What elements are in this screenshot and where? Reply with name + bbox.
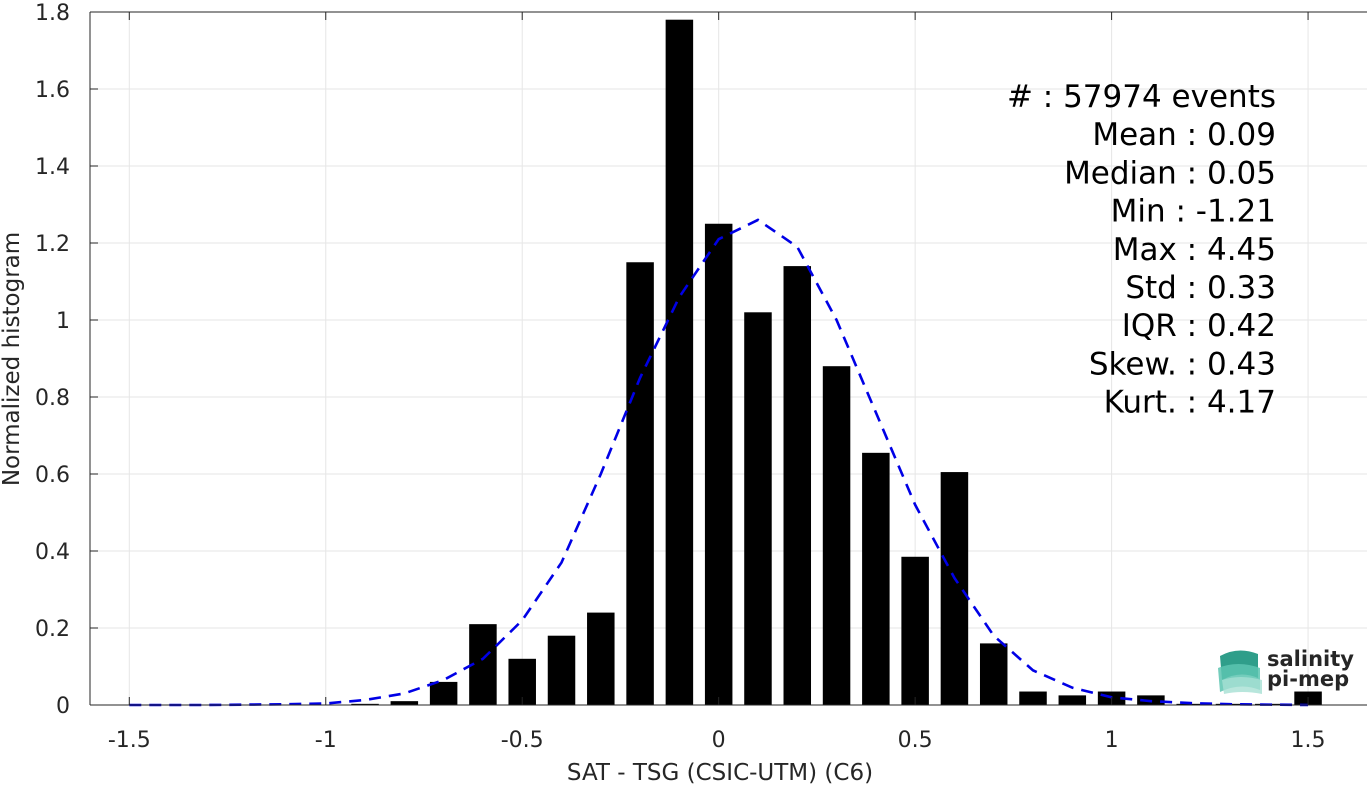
histogram-bar [979, 643, 1008, 705]
histogram-bar [390, 701, 419, 705]
logo-wave-icon [1218, 650, 1262, 694]
y-axis-label: Normalized histogram [0, 232, 25, 486]
histogram-bar [547, 635, 576, 705]
histogram-bar [744, 312, 772, 705]
x-tick-label: 1 [1105, 728, 1119, 753]
y-tick-label: 0.4 [35, 540, 70, 565]
y-tick-label: 0 [56, 694, 70, 719]
histogram-bar [940, 472, 969, 705]
stats-line: Std : 0.33 [1125, 270, 1276, 306]
tick-labels: -1.5 -1 -0.5 0 0.5 1 1.5 0 0.2 0.4 0.6 0.8 1 1.2 1.4 1.… [35, 1, 1326, 753]
stats-line: Median : 0.05 [1064, 155, 1276, 191]
stats-line: Kurt. : 4.17 [1104, 385, 1276, 421]
histogram-bar [587, 612, 615, 705]
stats-line: Max : 4.45 [1113, 232, 1276, 268]
x-tick-label: -1.5 [108, 728, 151, 753]
histogram-bar [351, 703, 379, 705]
y-tick-label: 0.2 [35, 617, 70, 642]
stats-line: Mean : 0.09 [1092, 117, 1276, 153]
y-tick-label: 1.6 [35, 78, 70, 103]
salinity-pi-mep-logo: salinity pi-mep [1218, 647, 1354, 694]
histogram-bar [822, 366, 851, 705]
x-tick-label: -0.5 [501, 728, 544, 753]
histogram-bar [862, 452, 890, 705]
histogram-bar [901, 556, 929, 705]
x-tick-label: -1 [315, 728, 337, 753]
histogram-bar [665, 19, 694, 705]
y-tick-label: 0.8 [35, 386, 70, 411]
stats-line: IQR : 0.42 [1122, 308, 1276, 344]
x-tick-label: 1.5 [1291, 728, 1326, 753]
x-tick-label: 0 [712, 728, 726, 753]
histogram-bar [1176, 703, 1204, 705]
x-tick-label: 0.5 [898, 728, 933, 753]
histogram-bar [626, 262, 654, 705]
stats-line: Min : -1.21 [1111, 194, 1276, 230]
y-tick-label: 1.2 [35, 232, 70, 257]
stats-line: # : 57974 events [1007, 79, 1276, 115]
y-tick-label: 0.6 [35, 463, 70, 488]
y-tick-label: 1 [56, 309, 70, 334]
logo-text-line2: pi-mep [1267, 667, 1349, 691]
histogram-bar [1058, 695, 1087, 705]
y-tick-label: 1.8 [35, 1, 70, 26]
stats-line: Skew. : 0.43 [1089, 346, 1276, 382]
histogram-bar [783, 266, 812, 705]
x-axis-label: SAT - TSG (CSIC-UTM) (C6) [567, 760, 873, 785]
histogram-bar [429, 681, 458, 705]
logo-text-line1: salinity [1267, 647, 1354, 671]
histogram-bar [1019, 691, 1047, 705]
axes [89, 11, 1367, 706]
y-tick-label: 1.4 [35, 155, 70, 180]
histogram-bar [704, 223, 733, 705]
